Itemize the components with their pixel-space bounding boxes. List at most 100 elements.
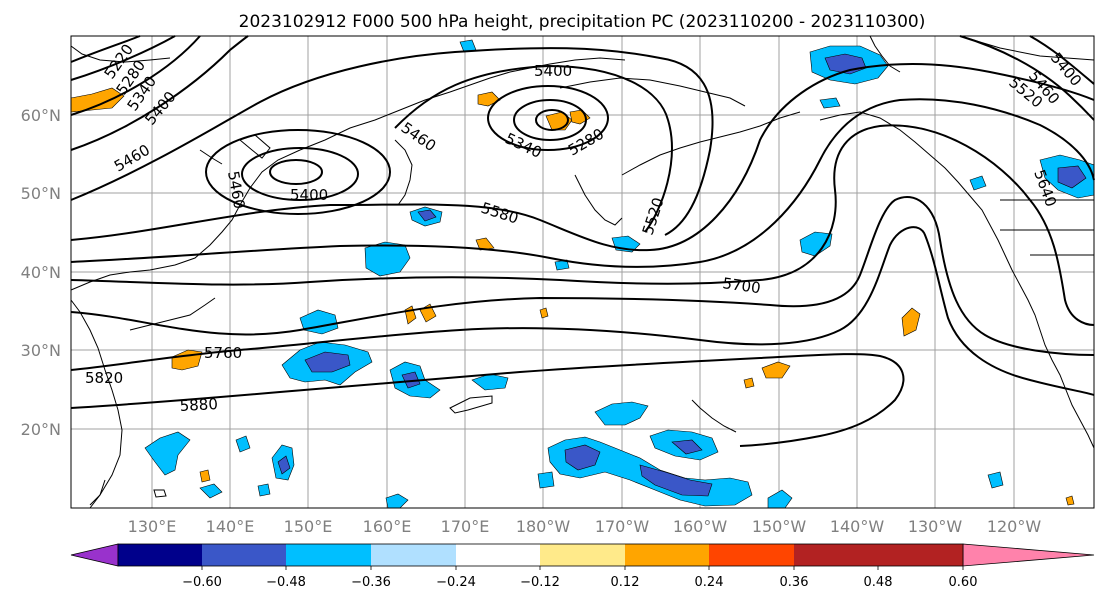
lon-tick-label: 160°E xyxy=(363,517,412,536)
precip-blob xyxy=(564,444,601,471)
contour-label: 5820 xyxy=(85,369,123,387)
precip-blob xyxy=(235,435,251,453)
contour-5760 xyxy=(70,195,1095,356)
lon-tick-label: 130°W xyxy=(908,517,963,536)
precip-blob xyxy=(1057,165,1087,189)
precip-blob xyxy=(1065,495,1075,506)
contour-5340-low-east xyxy=(513,99,587,141)
colorbar: −0.60 −0.48 −0.36 −0.24 −0.12 0.12 0.24 … xyxy=(70,543,1095,590)
precip-blob xyxy=(539,307,549,319)
lon-tick-label: 150°E xyxy=(284,517,333,536)
contour-5700 xyxy=(70,124,1095,326)
precip-blob xyxy=(257,483,271,497)
precip-blob xyxy=(901,307,921,337)
lon-tick-label: 130°E xyxy=(128,517,177,536)
precip-blob xyxy=(144,431,191,476)
precip-blob xyxy=(537,471,555,489)
contour-label: 5400 xyxy=(290,186,328,204)
colorbar-bin xyxy=(794,544,878,566)
height-contours xyxy=(70,35,1095,447)
contour-5340-low-west xyxy=(269,159,323,185)
figure-title: 2023102912 F000 500 hPa height, precipit… xyxy=(239,12,926,32)
precip-blob xyxy=(364,241,411,277)
colorbar-tick-label: −0.12 xyxy=(520,575,560,590)
lon-tick-label: 170°W xyxy=(595,517,650,536)
precip-blob xyxy=(417,209,437,222)
colorbar-bin xyxy=(625,544,709,566)
precip-blob xyxy=(475,237,495,251)
colorbar-extend-max xyxy=(962,543,1095,567)
contour-label: 5400 xyxy=(534,62,572,80)
colorbar-bin xyxy=(286,544,371,566)
colorbar-bin xyxy=(709,544,794,566)
contour-5820 xyxy=(70,226,1095,396)
colorbar-tick-label: 0.36 xyxy=(780,575,809,590)
contour-5460-ne xyxy=(959,35,1095,121)
precip-blob xyxy=(639,464,713,497)
coastlines xyxy=(70,35,1095,509)
precip-blob xyxy=(277,455,291,475)
colorbar-bin-last xyxy=(878,544,963,566)
contour-5280-low-east xyxy=(535,109,569,131)
contour-label: 5760 xyxy=(204,344,242,362)
precip-blob xyxy=(819,97,841,109)
contour-5520 xyxy=(70,47,714,236)
precip-blob xyxy=(199,483,223,499)
lon-tick-label: 160°W xyxy=(673,517,728,536)
colorbar-ticks xyxy=(201,566,964,570)
colorbar-bin xyxy=(456,544,540,566)
lon-tick-label: 170°E xyxy=(441,517,490,536)
lat-tick-label: 60°N xyxy=(21,106,61,125)
precip-blob xyxy=(671,439,703,455)
lon-tick-label: 140°E xyxy=(206,517,255,536)
precip-blob xyxy=(70,87,125,113)
contour-5280-nw xyxy=(70,35,176,81)
contour-5340-nw xyxy=(70,35,201,116)
lon-tick-label: 150°W xyxy=(752,517,807,536)
precip-blob xyxy=(969,175,987,191)
contour-label: 5700 xyxy=(721,274,761,297)
precip-blob xyxy=(799,231,833,257)
lon-axis: 130°E 140°E 150°E 160°E 170°E 180°W 170°… xyxy=(128,517,1042,536)
lat-tick-label: 50°N xyxy=(21,184,61,203)
colorbar-tick-label: −0.24 xyxy=(436,575,476,590)
map-gridlines xyxy=(71,36,1094,508)
contour-5640 xyxy=(70,98,1095,268)
lon-tick-label: 180°W xyxy=(516,517,571,536)
precip-blob xyxy=(594,401,649,426)
colorbar-tick-label: 0.24 xyxy=(695,575,724,590)
contour-5400-ne xyxy=(1029,35,1095,85)
contour-5460-east xyxy=(394,64,673,233)
colorbar-tick-label: 0.60 xyxy=(949,575,978,590)
lon-tick-label: 140°W xyxy=(830,517,885,536)
lat-axis: 20°N 30°N 40°N 50°N 60°N xyxy=(21,106,61,439)
lat-tick-label: 40°N xyxy=(21,263,61,282)
precip-blob xyxy=(401,371,421,389)
contour-label: 5880 xyxy=(179,395,218,415)
map-frame xyxy=(70,35,1095,509)
contour-5460-low-west xyxy=(205,129,391,215)
colorbar-bin xyxy=(202,544,286,566)
colorbar-bin xyxy=(540,544,625,566)
contour-5220-nw xyxy=(70,35,141,63)
lat-tick-label: 20°N xyxy=(21,420,61,439)
precip-blob xyxy=(767,489,793,509)
precip-blob xyxy=(743,377,755,389)
precip-blob xyxy=(761,361,791,379)
colorbar-tick-label: 0.12 xyxy=(611,575,640,590)
contour-5880 xyxy=(70,353,905,447)
precip-blob xyxy=(304,351,351,373)
colorbar-frame xyxy=(117,543,964,567)
colorbar-tick-label: −0.36 xyxy=(351,575,391,590)
precip-blob xyxy=(987,471,1004,489)
colorbar-tick-label: 0.48 xyxy=(864,575,893,590)
precip-blob xyxy=(199,469,211,483)
contour-5400-low-west xyxy=(241,147,359,201)
colorbar-bin xyxy=(118,544,202,566)
contour-5400-nw xyxy=(70,35,249,151)
map-panel: 5220 5280 5340 5400 5460 5460 5400 5400 … xyxy=(70,35,1095,509)
colorbar-extend-min xyxy=(70,543,119,567)
lat-tick-label: 30°N xyxy=(21,341,61,360)
